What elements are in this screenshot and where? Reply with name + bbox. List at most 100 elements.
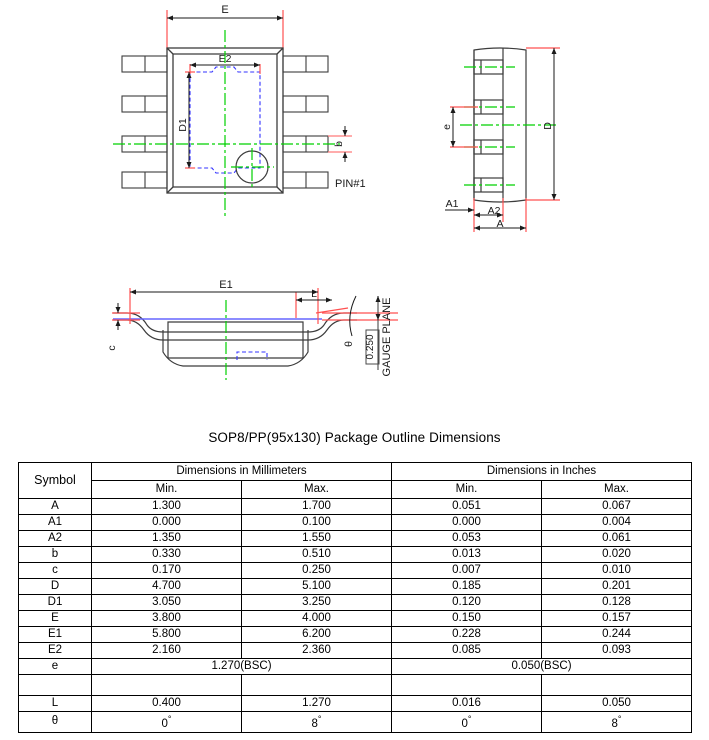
outline-drawing-svg: E (106, 4, 560, 380)
front-view-dim-c: c (106, 303, 121, 351)
front-view-dim-E1: E1 (130, 279, 318, 295)
cell-symbol: D1 (18, 594, 92, 611)
header-group-mm: Dimensions in Millimeters (91, 462, 392, 481)
front-view-dim-theta: θ (343, 295, 357, 347)
table-row-theta: θ 0° 8° 0° 8° (18, 711, 692, 733)
theta-mm-max-value: 8 (311, 717, 318, 730)
cell-symbol: e (18, 658, 92, 675)
label-L: L (311, 288, 317, 300)
table-row: A1 0.000 0.100 0.000 0.004 (18, 514, 692, 531)
degree-symbol: ° (167, 714, 172, 724)
cell-mm-min: 5.800 (91, 626, 242, 643)
cell-symbol: b (18, 546, 92, 563)
dimensions-table: Symbol Dimensions in Millimeters Dimensi… (18, 462, 692, 733)
side-view-dim-e: e (441, 107, 456, 147)
cell-in-max: 0.004 (541, 514, 692, 531)
cell-in-max: 0.201 (541, 578, 692, 595)
label-e: e (441, 124, 453, 130)
cell-symbol (18, 674, 92, 696)
cell-mm-min: 0° (91, 711, 242, 733)
label-D1: D1 (177, 118, 189, 132)
side-view-extension-lines (450, 47, 560, 232)
header-symbol: Symbol (18, 462, 92, 499)
cell-mm-min: 0.170 (91, 562, 242, 579)
cell-mm-min: 4.700 (91, 578, 242, 595)
label-A2: A2 (488, 205, 501, 217)
top-view-pins-left (121, 55, 168, 189)
side-view-dim-A: A (474, 218, 526, 231)
table-row-blank (18, 674, 692, 696)
front-view-hidden-notch (236, 351, 268, 360)
cell-mm-max: 0.250 (241, 562, 392, 579)
page-title: SOP8/PP(95x130) Package Outline Dimensio… (208, 430, 501, 445)
cell-in-min: 0° (391, 711, 542, 733)
cell-mm-max: 6.200 (241, 626, 392, 643)
cell-in-max: 0.093 (541, 642, 692, 659)
cell-mm-min: 0.330 (91, 546, 242, 563)
table-row: D1 3.050 3.250 0.120 0.128 (18, 594, 692, 611)
package-drawings: E (106, 4, 560, 380)
table-row: E1 5.800 6.200 0.228 0.244 (18, 626, 692, 643)
side-view: D e A1 A2 A (441, 47, 560, 232)
top-view-dim-E: E (167, 4, 283, 21)
front-view-dim-L: L (296, 288, 332, 303)
cell-symbol: E1 (18, 626, 92, 643)
cell-in-min: 0.007 (391, 562, 542, 579)
cell-in-min (391, 674, 542, 696)
cell-mm-max: 1.550 (241, 530, 392, 547)
label-gauge-value: 0.250 (365, 334, 376, 359)
table-row: c 0.170 0.250 0.007 0.010 (18, 562, 692, 579)
table-header-sub-row: Min. Max. Min. Max. (19, 480, 692, 499)
cell-mm-min: 0.400 (91, 695, 242, 712)
table-row: E2 2.160 2.360 0.085 0.093 (18, 642, 692, 659)
cell-in-bsc: 0.050(BSC) (391, 658, 692, 675)
cell-symbol: θ (18, 711, 92, 733)
label-pin1: PIN#1 (335, 178, 366, 190)
label-D: D (542, 122, 554, 130)
cell-mm-max: 8° (241, 711, 392, 733)
label-c: c (106, 345, 118, 350)
cell-in-max: 0.128 (541, 594, 692, 611)
cell-mm-max (241, 674, 392, 696)
cell-symbol: A (18, 498, 92, 515)
cell-symbol: L (18, 695, 92, 712)
theta-in-min-value: 0 (461, 717, 468, 730)
cell-mm-max: 0.510 (241, 546, 392, 563)
degree-symbol: ° (617, 714, 622, 724)
label-A: A (496, 218, 503, 230)
cell-mm-min: 3.050 (91, 594, 242, 611)
side-view-dim-D: D (542, 48, 557, 200)
cell-in-max: 0.244 (541, 626, 692, 643)
cell-symbol: E (18, 610, 92, 627)
cell-in-max: 8° (541, 711, 692, 733)
header-mm-max: Max. (241, 480, 392, 499)
cell-mm-max: 4.000 (241, 610, 392, 627)
cell-mm-bsc: 1.270(BSC) (91, 658, 392, 675)
front-view-extension-lines (112, 288, 398, 324)
table-row: D 4.700 5.100 0.185 0.201 (18, 578, 692, 595)
cell-in-min: 0.120 (391, 594, 542, 611)
degree-symbol: ° (317, 714, 322, 724)
header-in-min: Min. (391, 480, 542, 499)
label-theta: θ (343, 341, 355, 347)
cell-symbol: A1 (18, 514, 92, 531)
table-row: L 0.400 1.270 0.016 0.050 (18, 695, 692, 712)
cell-mm-max: 3.250 (241, 594, 392, 611)
theta-mm-min-value: 0 (161, 717, 168, 730)
cell-symbol: A2 (18, 530, 92, 547)
cell-mm-min: 1.300 (91, 498, 242, 515)
cell-mm-max: 1.270 (241, 695, 392, 712)
top-view-pins-right (282, 55, 329, 189)
cell-in-max: 0.067 (541, 498, 692, 515)
cell-in-max: 0.020 (541, 546, 692, 563)
cell-in-min: 0.000 (391, 514, 542, 531)
cell-in-min: 0.150 (391, 610, 542, 627)
front-view-gauge-block: 0.250 GAUGE PLANE (365, 296, 393, 376)
cell-in-min: 0.053 (391, 530, 542, 547)
cell-in-min: 0.085 (391, 642, 542, 659)
table-row: A2 1.350 1.550 0.053 0.061 (18, 530, 692, 547)
table-row: A 1.300 1.700 0.051 0.067 (18, 498, 692, 515)
theta-in-max-value: 8 (611, 717, 618, 730)
table-row-merged-e: e 1.270(BSC) 0.050(BSC) (18, 658, 692, 675)
front-view-body (113, 312, 357, 367)
